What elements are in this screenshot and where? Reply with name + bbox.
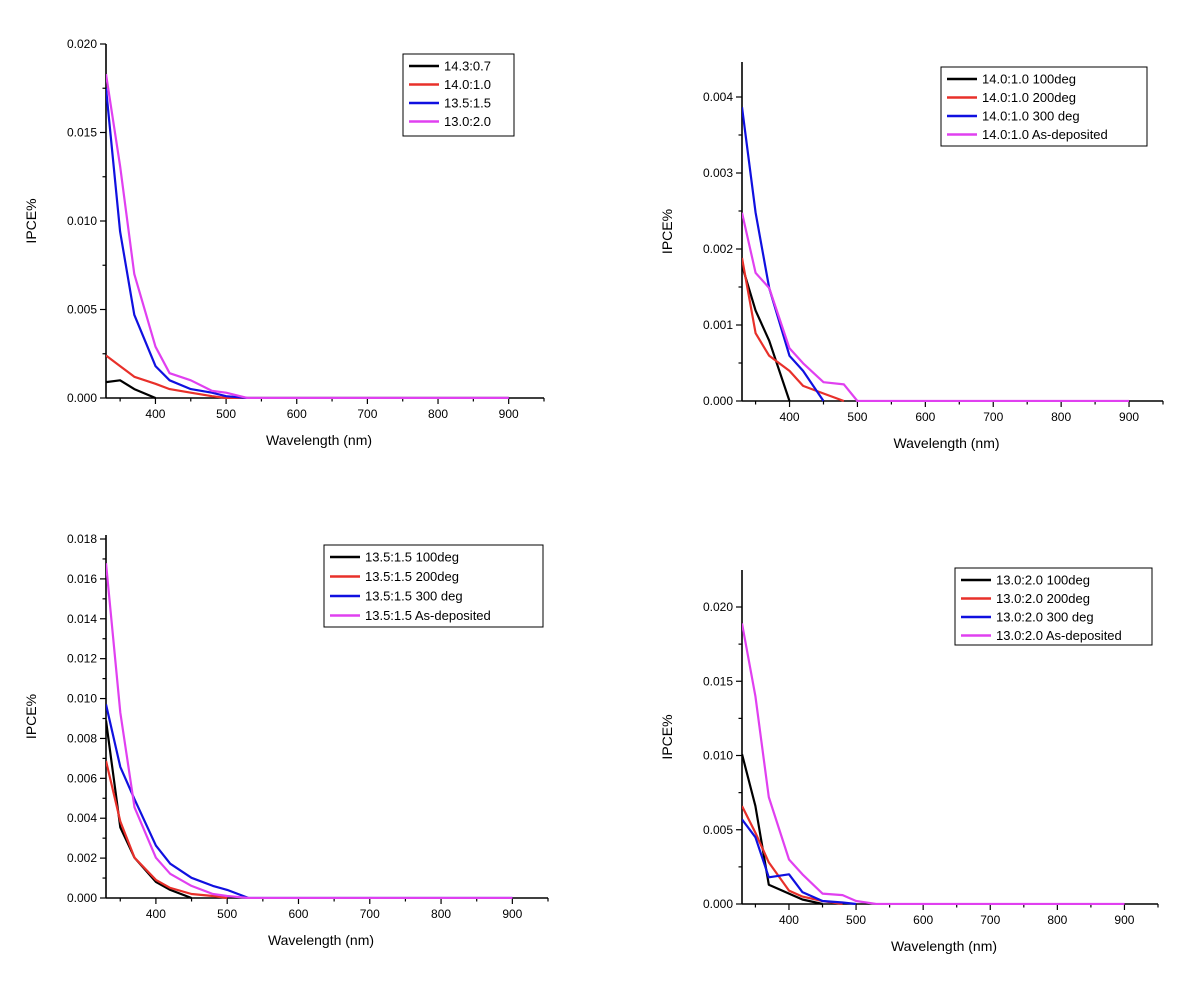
y-tick-label: 0.018 [67, 532, 97, 546]
x-axis-label: Wavelength (nm) [268, 932, 374, 948]
x-tick-label: 400 [780, 410, 800, 424]
y-tick-label: 0.004 [703, 90, 733, 104]
series-line [106, 73, 509, 399]
legend-entry: 13.0:2.0 200deg [996, 591, 1090, 606]
y-tick-label: 0.006 [67, 771, 97, 785]
x-tick-label: 900 [502, 907, 522, 921]
y-axis-label: IPCE% [659, 714, 675, 759]
legend-entry: 14.3:0.7 [444, 59, 491, 74]
y-tick-label: 0.002 [703, 242, 733, 256]
y-tick-label: 0.020 [67, 37, 97, 51]
series-line [106, 379, 156, 399]
series-line [106, 563, 513, 899]
y-tick-label: 0.003 [703, 166, 733, 180]
y-tick-label: 0.000 [703, 394, 733, 408]
y-tick-label: 0.010 [67, 692, 97, 706]
series-line [742, 623, 1125, 905]
series-line [106, 760, 228, 899]
legend-entry: 14.0:1.0 [444, 77, 491, 92]
y-tick-label: 0.000 [67, 391, 97, 405]
legend-entry: 13.0:2.0 [444, 114, 491, 129]
x-tick-label: 600 [913, 913, 933, 927]
x-tick-label: 800 [428, 407, 448, 421]
x-tick-label: 500 [846, 913, 866, 927]
x-tick-label: 900 [1114, 913, 1134, 927]
x-tick-label: 700 [357, 407, 377, 421]
y-axis-label: IPCE% [659, 209, 675, 254]
chart-1: 400 500 600 700 800 900 0.000 0.005 0.010 0.015 0.… [23, 37, 545, 448]
y-tick-label: 0.015 [67, 126, 97, 140]
x-tick-label: 400 [779, 913, 799, 927]
y-axis-label: IPCE% [23, 198, 39, 243]
x-tick-label: 800 [1051, 410, 1071, 424]
x-tick-label: 700 [983, 410, 1003, 424]
x-tick-label: 800 [431, 907, 451, 921]
x-tick-label: 400 [146, 907, 166, 921]
x-tick-label: 700 [360, 907, 380, 921]
legend-entry: 13.5:1.5 100deg [365, 550, 459, 565]
x-tick-label: 700 [980, 913, 1000, 927]
series-line [742, 265, 791, 402]
legend-entry: 14.0:1.0 As-deposited [982, 127, 1108, 142]
series-line [742, 818, 857, 905]
legend-entry: 13.5:1.5 As-deposited [365, 608, 491, 623]
x-tick-label: 600 [287, 407, 307, 421]
x-axis-label: Wavelength (nm) [893, 435, 999, 451]
y-tick-label: 0.010 [703, 749, 733, 763]
legend-entry: 14.0:1.0 300 deg [982, 109, 1080, 124]
series-line [742, 212, 1129, 402]
legend: 14.0:1.0 100deg 14.0:1.0 200deg 14.0:1.0 3… [940, 66, 1148, 147]
legend-entry: 14.0:1.0 100deg [982, 72, 1076, 87]
y-tick-label: 0.002 [67, 851, 97, 865]
legend: 13.0:2.0 100deg 13.0:2.0 200deg 13.0:2.0 3… [954, 567, 1153, 646]
y-tick-label: 0.000 [67, 891, 97, 905]
series-line [742, 257, 845, 402]
legend: 14.3:0.7 14.0:1.0 13.5:1.5 13.0:2.0 [402, 53, 515, 137]
chart-2: 400 500 600 700 800 900 0.000 0.001 0.002 0.003 0.… [659, 62, 1164, 451]
y-tick-label: 0.005 [703, 823, 733, 837]
y-tick-label: 0.012 [67, 652, 97, 666]
y-tick-label: 0.005 [67, 303, 97, 317]
x-axis-label: Wavelength (nm) [891, 938, 997, 954]
x-tick-label: 800 [1047, 913, 1067, 927]
y-tick-label: 0.000 [703, 897, 733, 911]
series-line [742, 107, 825, 402]
y-tick-label: 0.004 [67, 811, 97, 825]
y-tick-label: 0.008 [67, 731, 97, 745]
x-axis-label: Wavelength (nm) [266, 432, 372, 448]
x-tick-label: 400 [145, 407, 165, 421]
y-tick-label: 0.010 [67, 214, 97, 228]
y-tick-label: 0.001 [703, 318, 733, 332]
legend-box [402, 53, 515, 137]
legend-entry: 13.0:2.0 As-deposited [996, 628, 1122, 643]
series-line [106, 704, 513, 899]
x-tick-label: 900 [499, 407, 519, 421]
legend-entry: 13.5:1.5 200deg [365, 569, 459, 584]
x-tick-label: 600 [915, 410, 935, 424]
chart-4: 400 500 600 700 800 900 0.000 0.005 0.010 0.015 0.… [659, 567, 1159, 954]
x-tick-label: 500 [216, 407, 236, 421]
legend-entry: 14.0:1.0 200deg [982, 90, 1076, 105]
x-tick-label: 900 [1119, 410, 1139, 424]
x-tick-label: 600 [288, 907, 308, 921]
series-line [742, 753, 823, 905]
x-tick-label: 500 [847, 410, 867, 424]
legend: 13.5:1.5 100deg 13.5:1.5 200deg 13.5:1.5 3… [323, 544, 544, 628]
chart-3: 400 500 600 700 800 900 0.000 0.002 0.004 0.006 0.… [23, 532, 549, 948]
legend-entry: 13.5:1.5 300 deg [365, 589, 463, 604]
y-tick-label: 0.014 [67, 612, 97, 626]
legend-entry: 13.5:1.5 [444, 96, 491, 111]
x-tick-label: 500 [217, 907, 237, 921]
legend-box [323, 544, 544, 628]
y-tick-label: 0.020 [703, 600, 733, 614]
y-axis-label: IPCE% [23, 694, 39, 739]
series-line [106, 88, 509, 399]
y-tick-label: 0.015 [703, 674, 733, 688]
legend-entry: 13.0:2.0 100deg [996, 573, 1090, 588]
legend-entry: 13.0:2.0 300 deg [996, 610, 1094, 625]
y-tick-label: 0.016 [67, 572, 97, 586]
